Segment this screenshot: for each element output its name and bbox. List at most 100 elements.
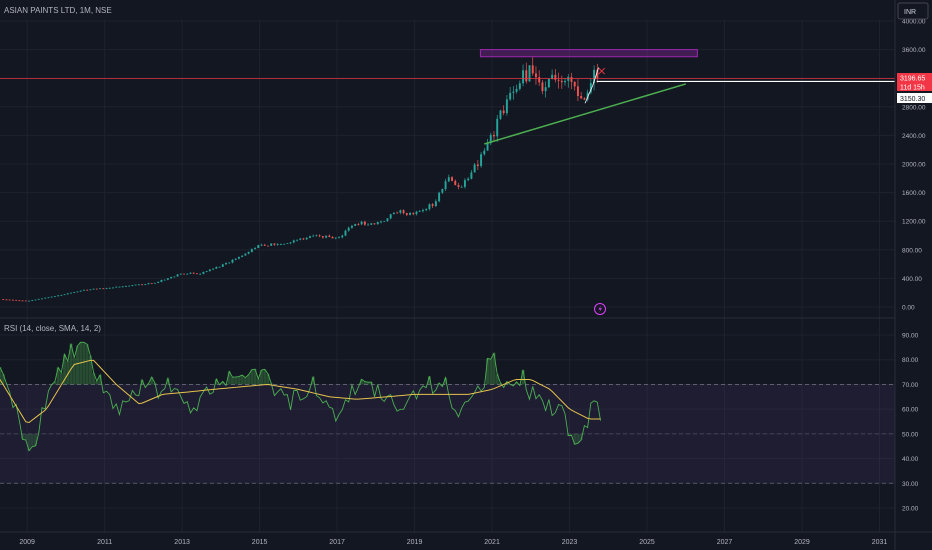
candle-body [564, 80, 566, 83]
candle-body [318, 235, 321, 237]
alert-icon[interactable] [594, 303, 606, 315]
candle-body [260, 244, 263, 246]
candle-body [28, 300, 31, 302]
candle-body [367, 224, 370, 226]
candle-body [270, 243, 273, 246]
candle-body [583, 98, 586, 100]
x-tick-label-2019: 2019 [407, 539, 423, 546]
candle-body [8, 299, 11, 301]
candle-body [551, 74, 554, 80]
candle-body [338, 237, 340, 239]
candle-body [360, 221, 363, 225]
candle-body [192, 272, 195, 274]
chart-drawings[interactable] [0, 49, 895, 145]
candle-body [589, 83, 592, 93]
price-tick-label: 0.00 [902, 305, 915, 312]
candle-body [499, 110, 502, 119]
currency-button[interactable] [897, 2, 929, 20]
candle-body [86, 289, 89, 291]
candle-body [134, 284, 137, 286]
candle-body [573, 81, 576, 87]
candle-body [186, 273, 189, 275]
candle-body [108, 287, 111, 289]
candle-body [560, 80, 563, 83]
level-label: 3150.30 [900, 96, 925, 103]
candle-body [425, 209, 428, 211]
candle-body [308, 236, 311, 238]
countdown-label: 11d 15h [900, 85, 925, 92]
candle-body [483, 150, 486, 155]
candle-body [444, 181, 447, 190]
candle-body [496, 118, 499, 137]
candle-body [489, 134, 492, 144]
candle-body [415, 211, 418, 215]
x-tick-label-2021: 2021 [484, 539, 500, 546]
support-trendline[interactable] [484, 83, 686, 145]
x-tick-label-2013: 2013 [174, 539, 190, 546]
x-tick-label-2023: 2023 [562, 539, 578, 546]
candle-body [447, 177, 450, 182]
candle-body [163, 279, 166, 281]
candle-body [92, 288, 95, 290]
candle-body [409, 213, 412, 215]
x-tick-label-2027: 2027 [717, 539, 733, 546]
candlestick-series [2, 57, 599, 302]
candle-body [279, 244, 282, 245]
x-tick-label-2017: 2017 [329, 539, 345, 546]
candle-body [228, 262, 231, 264]
last-price-label: 3196.65 [900, 76, 925, 83]
rsi-sma-line [0, 359, 601, 424]
candle-body [528, 65, 531, 82]
candle-body [157, 281, 160, 283]
candle-body [502, 110, 505, 114]
candle-body [467, 178, 470, 181]
candle-body [112, 287, 114, 289]
rsi-tick-label: 70.00 [902, 382, 919, 389]
candle-body [525, 70, 528, 82]
rsi-tick-label: 90.00 [902, 333, 919, 340]
candle-body [53, 296, 56, 298]
projection-path[interactable] [584, 67, 599, 104]
candle-body [15, 299, 18, 301]
rsi-tick-label: 60.00 [902, 407, 919, 414]
candle-body [421, 210, 424, 212]
candle-body [95, 288, 98, 290]
rsi-tick-label: 20.00 [902, 506, 919, 513]
candle-body [173, 276, 176, 278]
currency-button-label[interactable]: INR [904, 9, 916, 16]
level-tag: 3150.30 [897, 93, 932, 103]
resistance-zone[interactable] [479, 49, 698, 58]
candle-body [405, 213, 408, 215]
candle-body [509, 92, 512, 100]
candle-body [41, 298, 43, 300]
candle-body [115, 286, 118, 288]
rsi-title: RSI (14, close, SMA, 14, 2) [4, 324, 101, 333]
candle-body [305, 237, 308, 240]
candle-body [418, 211, 421, 212]
symbol-title: ASIAN PAINTS LTD, 1M, NSE [4, 6, 112, 15]
price-tick-label: 3600.00 [902, 47, 926, 54]
candle-body [534, 73, 537, 78]
x-tick-label-2009: 2009 [19, 539, 35, 546]
candle-body [312, 235, 315, 237]
candle-body [76, 291, 79, 293]
candle-body [302, 238, 305, 240]
candle-body [554, 74, 557, 80]
candle-body [541, 82, 544, 92]
candle-body [576, 86, 579, 97]
rsi-tick-label: 80.00 [902, 357, 919, 364]
candle-body [105, 288, 108, 289]
candle-body [518, 83, 521, 89]
price-tick-label: 2800.00 [902, 104, 926, 111]
candle-body [37, 298, 40, 300]
candle-body [296, 239, 299, 241]
candle-body [522, 70, 525, 84]
price-tick-label: 2400.00 [902, 133, 926, 140]
candle-body [44, 297, 47, 299]
cross-marker-icon[interactable] [598, 67, 606, 75]
candle-body [5, 299, 8, 301]
candle-body [250, 249, 253, 252]
candle-body [286, 243, 289, 245]
